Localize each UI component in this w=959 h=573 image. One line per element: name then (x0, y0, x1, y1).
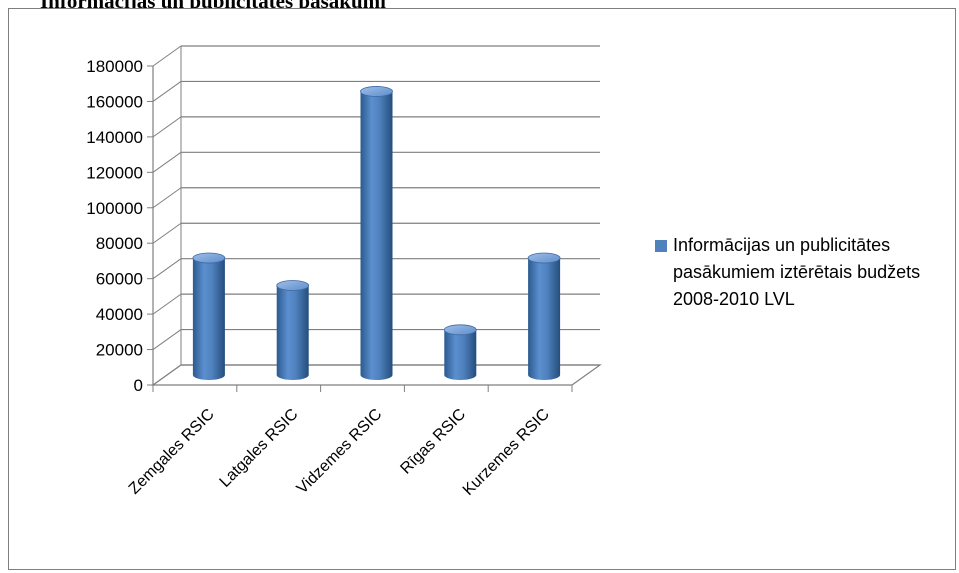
x-tick-label: Kurzemes RSIC (460, 406, 553, 499)
bar (192, 252, 226, 380)
bar-body (528, 258, 561, 380)
bar (360, 86, 393, 380)
y-tick-labels: 0 20000 40000 60000 80000 100000 120000 140000 1… (86, 57, 143, 395)
bar-body (276, 285, 309, 380)
x-tick-label: Zemgales RSIC (126, 406, 218, 498)
bar-body (444, 329, 477, 380)
y-tick-label: 160000 (86, 92, 143, 111)
legend-label: Informācijas un publicitātes pasākumiem … (673, 235, 921, 309)
y-tick-label: 60000 (96, 270, 143, 289)
gridline-depth (152, 293, 182, 315)
bars (192, 86, 561, 380)
gridline-depth (152, 258, 182, 280)
bar-cap (443, 324, 477, 336)
x-tick-label: Vidzemes RSIC (294, 406, 386, 498)
gridline-depth (152, 329, 182, 350)
y-tick-label: 40000 (96, 305, 143, 324)
axes (147, 46, 602, 392)
chart-frame (8, 8, 956, 570)
bar-body (360, 91, 393, 380)
y-tick-label: 140000 (86, 128, 143, 147)
floor (151, 364, 602, 386)
gridline-depth (152, 151, 182, 173)
y-tick-label: 120000 (86, 163, 143, 182)
bar (527, 252, 561, 380)
bar-cap (527, 252, 561, 264)
gridline-depth (152, 222, 182, 244)
y-tick-label: 0 (134, 376, 143, 395)
y-tick-label: 80000 (96, 234, 143, 253)
bar-cap (276, 280, 310, 291)
x-tick-label: Rīgas RSIC (397, 406, 469, 478)
gridline-depth (152, 187, 182, 209)
bar-cap (192, 252, 226, 264)
bar (443, 324, 477, 380)
bar-body (192, 258, 225, 380)
bar-cap (360, 86, 393, 97)
y-tick-label: 20000 (96, 341, 143, 360)
y-tick-label: 100000 (86, 199, 143, 218)
y-tick-label: 180000 (86, 57, 143, 76)
gridline-depth (152, 116, 182, 138)
gridline-depth (152, 81, 182, 102)
legend-swatch (655, 240, 667, 252)
x-tick-label: Latgales RSIC (217, 406, 302, 491)
bar (276, 280, 310, 380)
gridline-depth (152, 45, 182, 67)
